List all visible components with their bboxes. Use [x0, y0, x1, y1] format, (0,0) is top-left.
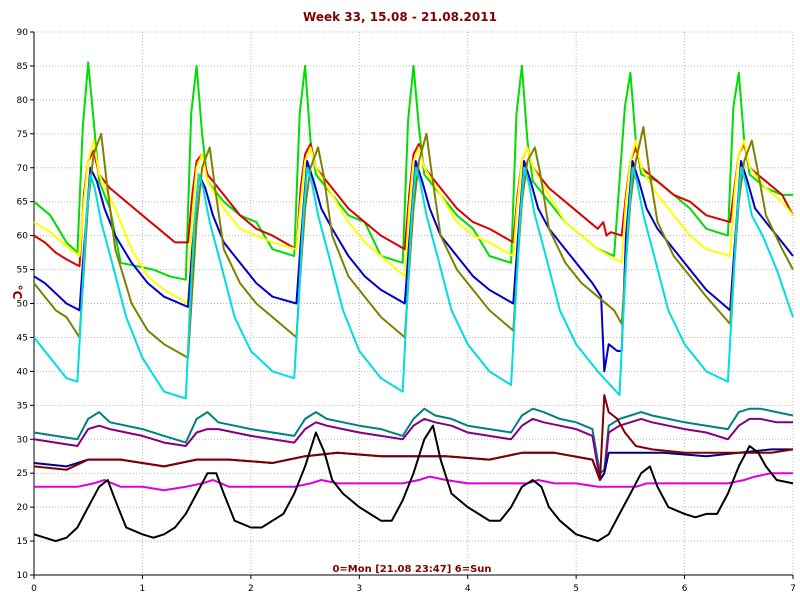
x-tick-label: 0	[31, 584, 37, 594]
series-line-3	[33, 139, 794, 305]
x-tick-labels: 0 1 2 3 4 5 6 7	[31, 584, 796, 594]
x-tick-label: 6	[682, 584, 688, 594]
y-tick-label: 25	[17, 469, 28, 479]
series-line-11	[34, 472, 793, 492]
x-tick-label: 3	[356, 584, 362, 594]
y-axis-label: °C	[10, 285, 24, 300]
y-tick-label: 80	[17, 96, 29, 106]
series-line-8	[33, 417, 793, 481]
x-tick-label: 1	[140, 584, 146, 594]
x-tick-label: 5	[573, 584, 579, 594]
series-line-10	[33, 394, 794, 481]
y-tick-label: 35	[17, 401, 28, 411]
y-tick-label: 20	[17, 503, 29, 513]
y-tick-label: 50	[17, 300, 29, 310]
x-tick-label: 7	[790, 584, 796, 594]
y-tick-label: 65	[17, 198, 28, 208]
series-line-5	[33, 126, 794, 359]
x-axis-label: 0=Mon [21.08 23:47] 6=Sun	[332, 564, 491, 575]
x-tick-label: 2	[248, 584, 254, 594]
series-line-12	[33, 424, 794, 543]
y-tick-label: 85	[17, 62, 28, 72]
y-tick-label: 55	[17, 266, 28, 276]
chart-title: Week 33, 15.08 - 21.08.2011	[303, 10, 497, 24]
series-line-4	[33, 160, 794, 373]
x-tick-label: 4	[465, 584, 471, 594]
y-tick-label: 15	[17, 537, 28, 547]
y-tick-label: 90	[17, 28, 29, 38]
axes	[30, 31, 794, 579]
series-line-7	[33, 407, 794, 475]
y-tick-labels: 10 15 20 25 30 35 40 45 50 55 60 65 70 75 80 85 90	[17, 28, 29, 581]
y-tick-label: 30	[17, 435, 29, 445]
y-tick-label: 60	[17, 232, 29, 242]
y-tick-label: 45	[17, 333, 28, 343]
y-tick-label: 75	[17, 130, 28, 140]
y-tick-label: 10	[17, 571, 29, 581]
series-line-6	[33, 166, 794, 400]
series-lines	[33, 61, 794, 543]
y-tick-label: 40	[17, 367, 29, 377]
y-tick-label: 70	[17, 164, 29, 174]
